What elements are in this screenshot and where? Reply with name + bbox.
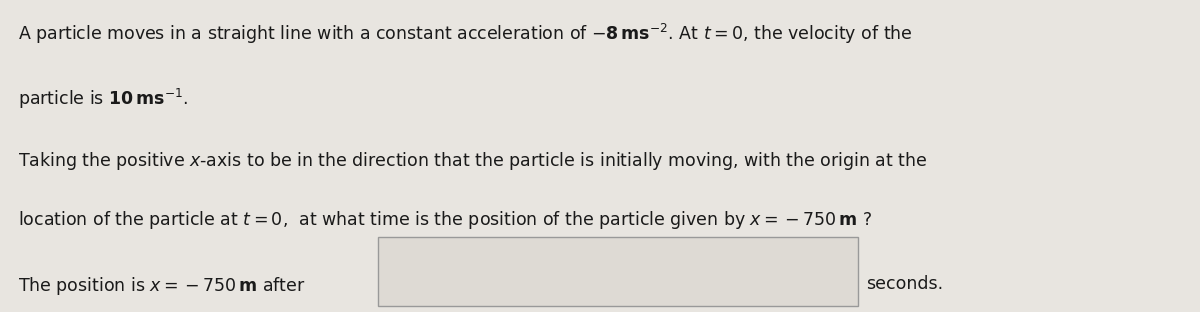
Text: A particle moves in a straight line with a constant acceleration of $-\mathbf{8\: A particle moves in a straight line with…: [18, 22, 913, 46]
Text: particle is $\mathbf{10\,ms}^{-1}$.: particle is $\mathbf{10\,ms}^{-1}$.: [18, 87, 188, 111]
Text: Taking the positive $x$-axis to be in the direction that the particle is initial: Taking the positive $x$-axis to be in th…: [18, 150, 928, 172]
FancyBboxPatch shape: [378, 237, 858, 306]
Text: seconds.: seconds.: [866, 275, 943, 293]
Text: location of the particle at $t=0$,  at what time is the position of the particle: location of the particle at $t=0$, at wh…: [18, 209, 872, 231]
Text: The position is $x=-750\,\mathbf{m}$ after: The position is $x=-750\,\mathbf{m}$ aft…: [18, 275, 306, 297]
